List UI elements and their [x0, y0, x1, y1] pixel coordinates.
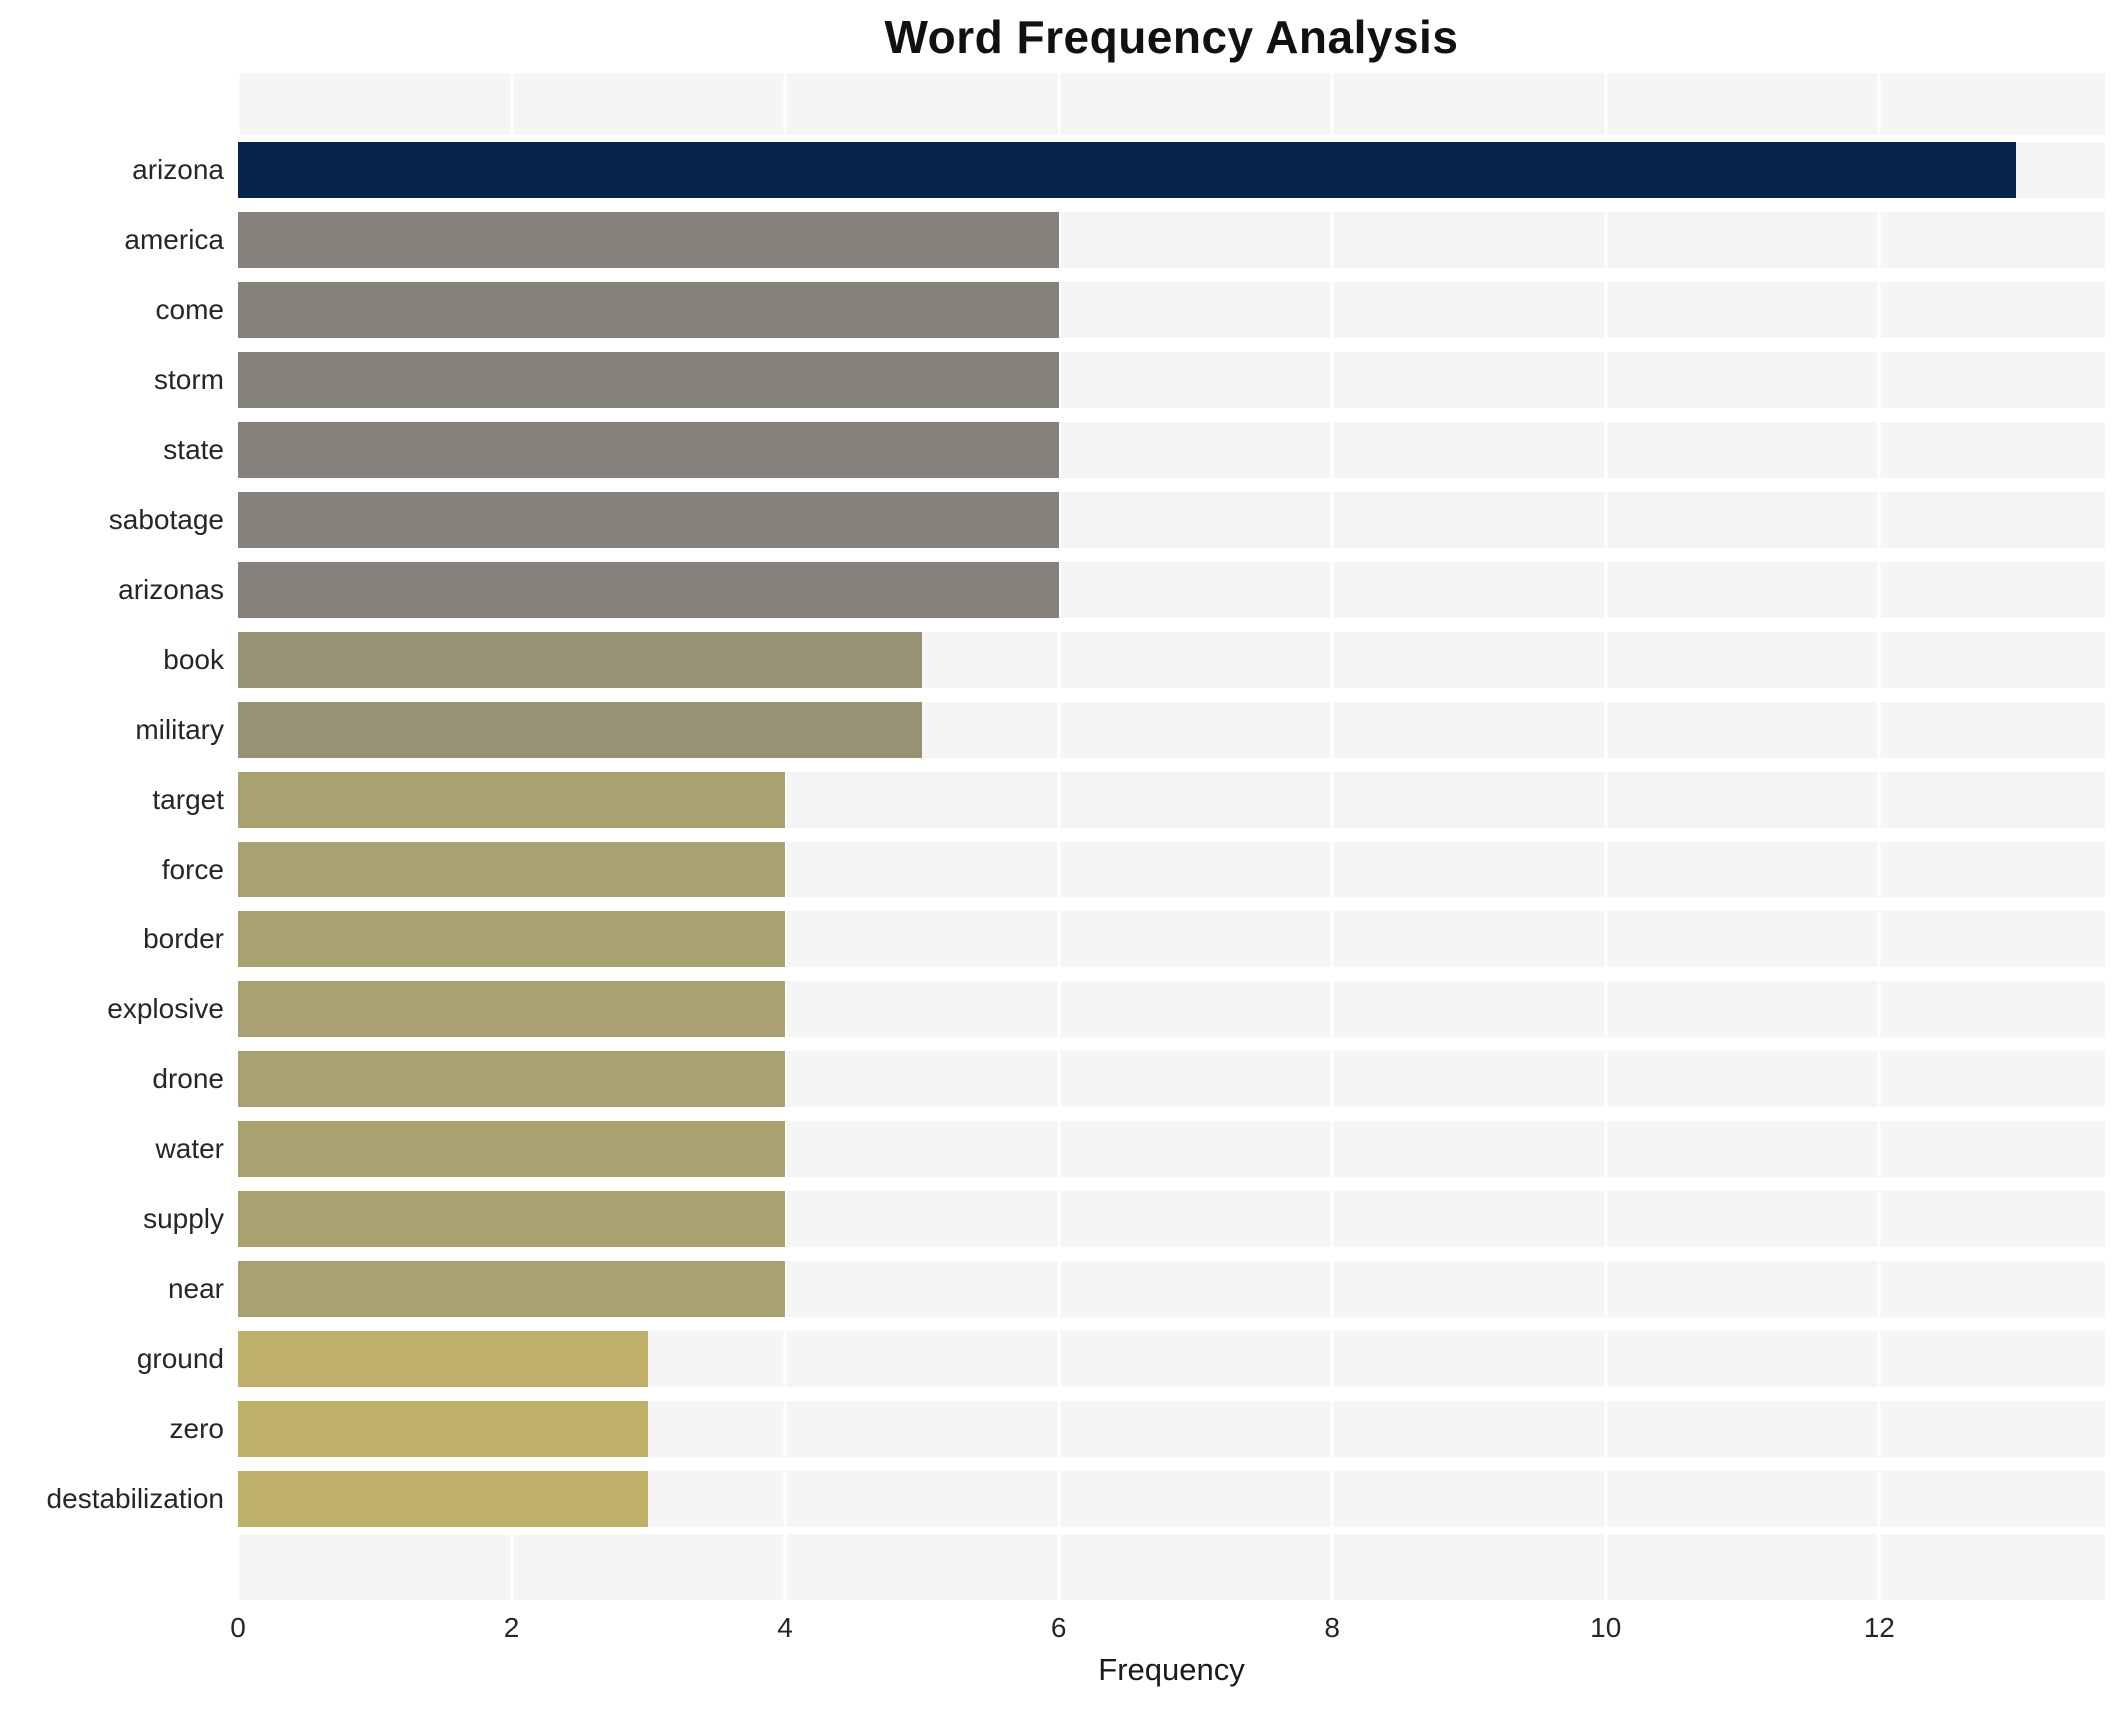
frequency-bar [238, 841, 786, 898]
category-label: come [155, 293, 224, 325]
frequency-bar [238, 142, 2017, 198]
bar-row: book [0, 624, 2121, 695]
bar-track [238, 1044, 2105, 1115]
bar-row: force [0, 834, 2121, 905]
frequency-bar [238, 281, 1059, 338]
x-tick-label: 12 [1863, 1612, 1895, 1643]
bar-track [238, 204, 2105, 275]
frequency-bar [238, 1051, 786, 1108]
category-label: explosive [107, 993, 224, 1025]
bar-track [238, 414, 2105, 485]
bar-row: arizona [0, 135, 2121, 205]
category-label: state [163, 433, 224, 465]
x-tick-label: 0 [230, 1612, 246, 1643]
bar-row: sabotage [0, 484, 2121, 555]
bar-track [238, 904, 2105, 975]
bar-track [238, 484, 2105, 555]
frequency-bar [238, 421, 1059, 478]
x-tick-label: 10 [1590, 1612, 1622, 1643]
bar-track [238, 834, 2105, 905]
frequency-bar [238, 491, 1059, 548]
frequency-bar [238, 1121, 786, 1178]
frequency-bar [238, 701, 922, 758]
frequency-bar [238, 981, 786, 1038]
frequency-bar [238, 1471, 649, 1528]
bar-row: arizonas [0, 554, 2121, 625]
title-area: Word Frequency Analysis [0, 0, 2121, 73]
bar-row: drone [0, 1044, 2121, 1115]
category-label: storm [154, 363, 224, 395]
bar-track [238, 274, 2105, 345]
bar-track [238, 974, 2105, 1045]
bar-row: come [0, 274, 2121, 345]
category-label: destabilization [46, 1483, 224, 1515]
bar-track [238, 624, 2105, 695]
x-axis-label: Frequency [1098, 1652, 1245, 1687]
category-label: america [124, 223, 224, 255]
bar-row: border [0, 904, 2121, 975]
bar-track [238, 135, 2105, 205]
bar-track [238, 1394, 2105, 1465]
category-label: drone [152, 1063, 224, 1095]
bar-track [238, 1254, 2105, 1325]
frequency-bar [238, 631, 922, 688]
bar-row: storm [0, 344, 2121, 415]
category-label: force [161, 853, 224, 885]
bar-track [238, 694, 2105, 765]
category-label: zero [169, 1413, 224, 1445]
category-label: arizonas [118, 573, 224, 605]
category-label: water [155, 1133, 224, 1165]
bar-row: supply [0, 1184, 2121, 1255]
category-label: book [163, 643, 224, 675]
category-label: military [135, 713, 224, 745]
bar-row: ground [0, 1324, 2121, 1395]
frequency-bar [238, 561, 1059, 618]
bar-track [238, 1324, 2105, 1395]
frequency-bar [238, 1191, 786, 1248]
x-tick-label: 6 [1050, 1612, 1067, 1643]
bar-row: water [0, 1114, 2121, 1185]
bar-row: america [0, 204, 2121, 275]
bar-row: explosive [0, 974, 2121, 1045]
category-label: ground [136, 1343, 224, 1375]
category-label: arizona [132, 153, 224, 185]
bar-track [238, 1184, 2105, 1255]
bar-row: destabilization [0, 1464, 2121, 1535]
frequency-bar [238, 1401, 649, 1458]
frequency-bar [238, 771, 786, 828]
frequency-bar [238, 351, 1059, 408]
bar-track [238, 554, 2105, 625]
x-axis-label-area: Frequency [238, 1652, 2105, 1688]
chart-area: arizona america come storm state sabotage ariz… [0, 73, 2121, 1600]
bar-track [238, 344, 2105, 415]
bar-track [238, 764, 2105, 835]
x-tick-label: 4 [777, 1612, 793, 1643]
bar-row: state [0, 414, 2121, 485]
frequency-bar [238, 911, 786, 968]
category-label: sabotage [108, 503, 224, 535]
bar-row: near [0, 1254, 2121, 1325]
category-label: target [152, 783, 224, 815]
x-tick-label: 8 [1324, 1612, 1340, 1643]
bar-track [238, 1464, 2105, 1535]
category-label: supply [143, 1203, 224, 1235]
frequency-bar [238, 211, 1059, 268]
frequency-bar [238, 1261, 786, 1318]
chart-title: Word Frequency Analysis [884, 11, 1459, 63]
bar-track [238, 1114, 2105, 1185]
bar-row: zero [0, 1394, 2121, 1465]
bar-row: target [0, 764, 2121, 835]
bars-area: arizona america come storm state sabotage ariz… [0, 73, 2121, 1600]
category-label: border [143, 923, 224, 955]
x-axis-ticks: 0 2 4 6 8 10 12 [230, 1600, 2105, 1652]
x-tick-label: 2 [503, 1612, 520, 1643]
frequency-bar [238, 1331, 649, 1388]
bar-row: military [0, 694, 2121, 765]
category-label: near [167, 1273, 224, 1305]
